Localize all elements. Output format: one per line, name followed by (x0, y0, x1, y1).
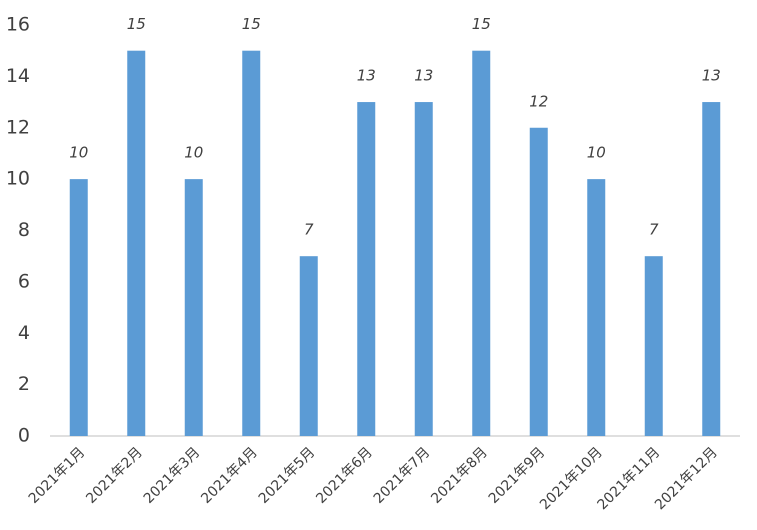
y-tick-label: 6 (18, 270, 30, 292)
x-tick-label: 2021年8月 (428, 444, 491, 507)
y-tick-label: 16 (6, 14, 30, 36)
bar (184, 179, 203, 436)
x-tick-label: 2021年2月 (83, 444, 146, 507)
bar (644, 256, 663, 436)
x-tick-label: 2021年7月 (371, 444, 434, 507)
x-tick-label: 2021年1月 (26, 444, 89, 507)
y-tick-label: 14 (6, 65, 30, 87)
y-tick-label: 2 (18, 373, 30, 395)
bar (127, 50, 146, 436)
bar (299, 256, 318, 436)
bar (414, 102, 433, 436)
x-tick-label: 2021年5月 (256, 444, 319, 507)
value-label: 10 (69, 144, 88, 162)
value-label: 10 (587, 144, 606, 162)
y-tick-label: 4 (18, 322, 30, 344)
x-tick-label: 2021年3月 (141, 444, 204, 507)
bar (472, 50, 491, 436)
value-label: 15 (127, 15, 146, 33)
value-label: 15 (242, 15, 261, 33)
x-tick-label: 2021年6月 (313, 444, 376, 507)
value-label: 13 (414, 67, 433, 85)
y-tick-label: 10 (6, 168, 30, 190)
y-tick-label: 12 (6, 116, 30, 138)
value-label: 13 (702, 67, 721, 85)
value-label: 7 (649, 221, 659, 239)
bar (587, 179, 606, 436)
value-label: 10 (184, 144, 203, 162)
bar (529, 127, 548, 436)
bar (69, 179, 88, 436)
value-label: 13 (357, 67, 376, 85)
y-tick-label: 8 (18, 219, 30, 241)
value-label: 7 (304, 221, 314, 239)
value-label: 12 (529, 92, 548, 110)
value-label: 15 (472, 15, 491, 33)
bar (357, 102, 376, 436)
y-tick-label: 0 (18, 425, 30, 447)
x-tick-label: 2021年4月 (198, 444, 261, 507)
x-tick-label: 2021年9月 (486, 444, 549, 507)
bar (242, 50, 261, 436)
bar (702, 102, 721, 436)
